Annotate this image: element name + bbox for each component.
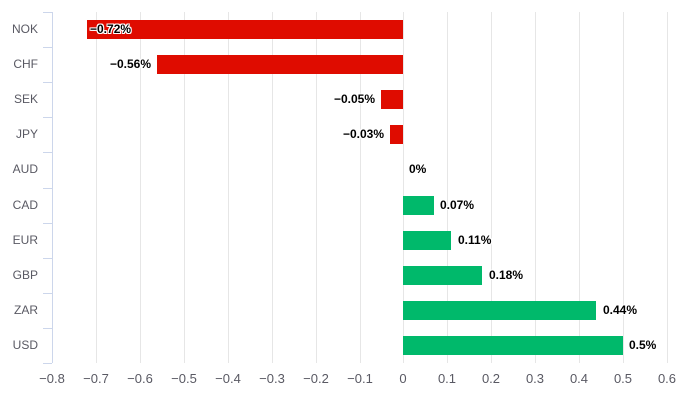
category-label-chf: CHF [13,57,38,71]
y-axis-tick [43,293,52,294]
x-axis-tick-label: −0.2 [303,371,329,386]
x-axis-tick-label: −0.8 [39,371,65,386]
y-axis-tick [43,328,52,329]
category-label-aud: AUD [12,162,38,176]
x-axis-tick-label: −0.3 [259,371,285,386]
value-label-chf: −0.56% [109,57,151,71]
bar-usd [403,336,623,355]
y-axis-tick [43,188,52,189]
x-axis-tick-label: 0.3 [525,371,545,386]
x-gridline [623,12,624,363]
category-label-zar: ZAR [14,303,38,317]
x-gridline [667,12,668,363]
x-axis-tick-label: −0.1 [347,371,373,386]
x-axis-tick-label: 0.5 [613,371,633,386]
x-gridline [228,12,229,363]
y-axis-tick [43,12,52,13]
value-label-jpy: −0.03% [342,127,384,141]
value-label-usd: 0.5% [629,338,657,352]
y-axis-tick [43,152,52,153]
category-label-eur: EUR [12,233,38,247]
x-gridline [403,12,404,363]
x-axis-tick-label: −0.6 [127,371,153,386]
x-gridline [535,12,536,363]
x-axis-tick-label: −0.7 [83,371,109,386]
value-label-eur: 0.11% [458,233,492,247]
x-gridline [140,12,141,363]
bar-nok [87,20,403,39]
x-axis-tick-label: 0.2 [481,371,501,386]
y-axis-tick [43,117,52,118]
category-label-jpy: JPY [15,127,38,141]
category-label-usd: USD [12,338,38,352]
x-axis-tick-label: −0.5 [171,371,197,386]
x-axis-tick-label: −0.4 [215,371,241,386]
bar-chf [157,55,403,74]
x-axis-tick-label: 0 [399,371,407,386]
value-label-nok: −0.72% [90,22,132,36]
bar-sek [381,90,403,109]
y-axis-tick [43,363,52,364]
category-label-sek: SEK [13,92,38,106]
value-label-cad: 0.07% [440,198,475,212]
y-axis-tick [43,47,52,48]
y-axis-tick [43,223,52,224]
value-label-aud: 0% [409,162,427,176]
category-label-cad: CAD [12,198,38,212]
bar-gbp [403,266,482,285]
x-gridline [360,12,361,363]
y-axis-tick [43,258,52,259]
category-label-nok: NOK [11,22,38,36]
x-gridline [316,12,317,363]
x-gridline [184,12,185,363]
bar-eur [403,231,451,250]
x-gridline [272,12,273,363]
x-gridline [447,12,448,363]
value-label-sek: −0.05% [333,92,375,106]
y-axis-tick [43,82,52,83]
x-axis-tick-label: 0.4 [569,371,589,386]
y-axis-line [52,12,53,363]
bar-cad [403,196,434,215]
x-axis-tick-label: 0.6 [657,371,677,386]
bar-jpy [390,125,403,144]
value-label-zar: 0.44% [603,303,638,317]
x-gridline [491,12,492,363]
bar-zar [403,301,596,320]
x-gridline [579,12,580,363]
x-gridline [96,12,97,363]
x-axis-tick-label: 0.1 [437,371,457,386]
category-label-gbp: GBP [12,268,38,282]
value-label-gbp: 0.18% [489,268,524,282]
